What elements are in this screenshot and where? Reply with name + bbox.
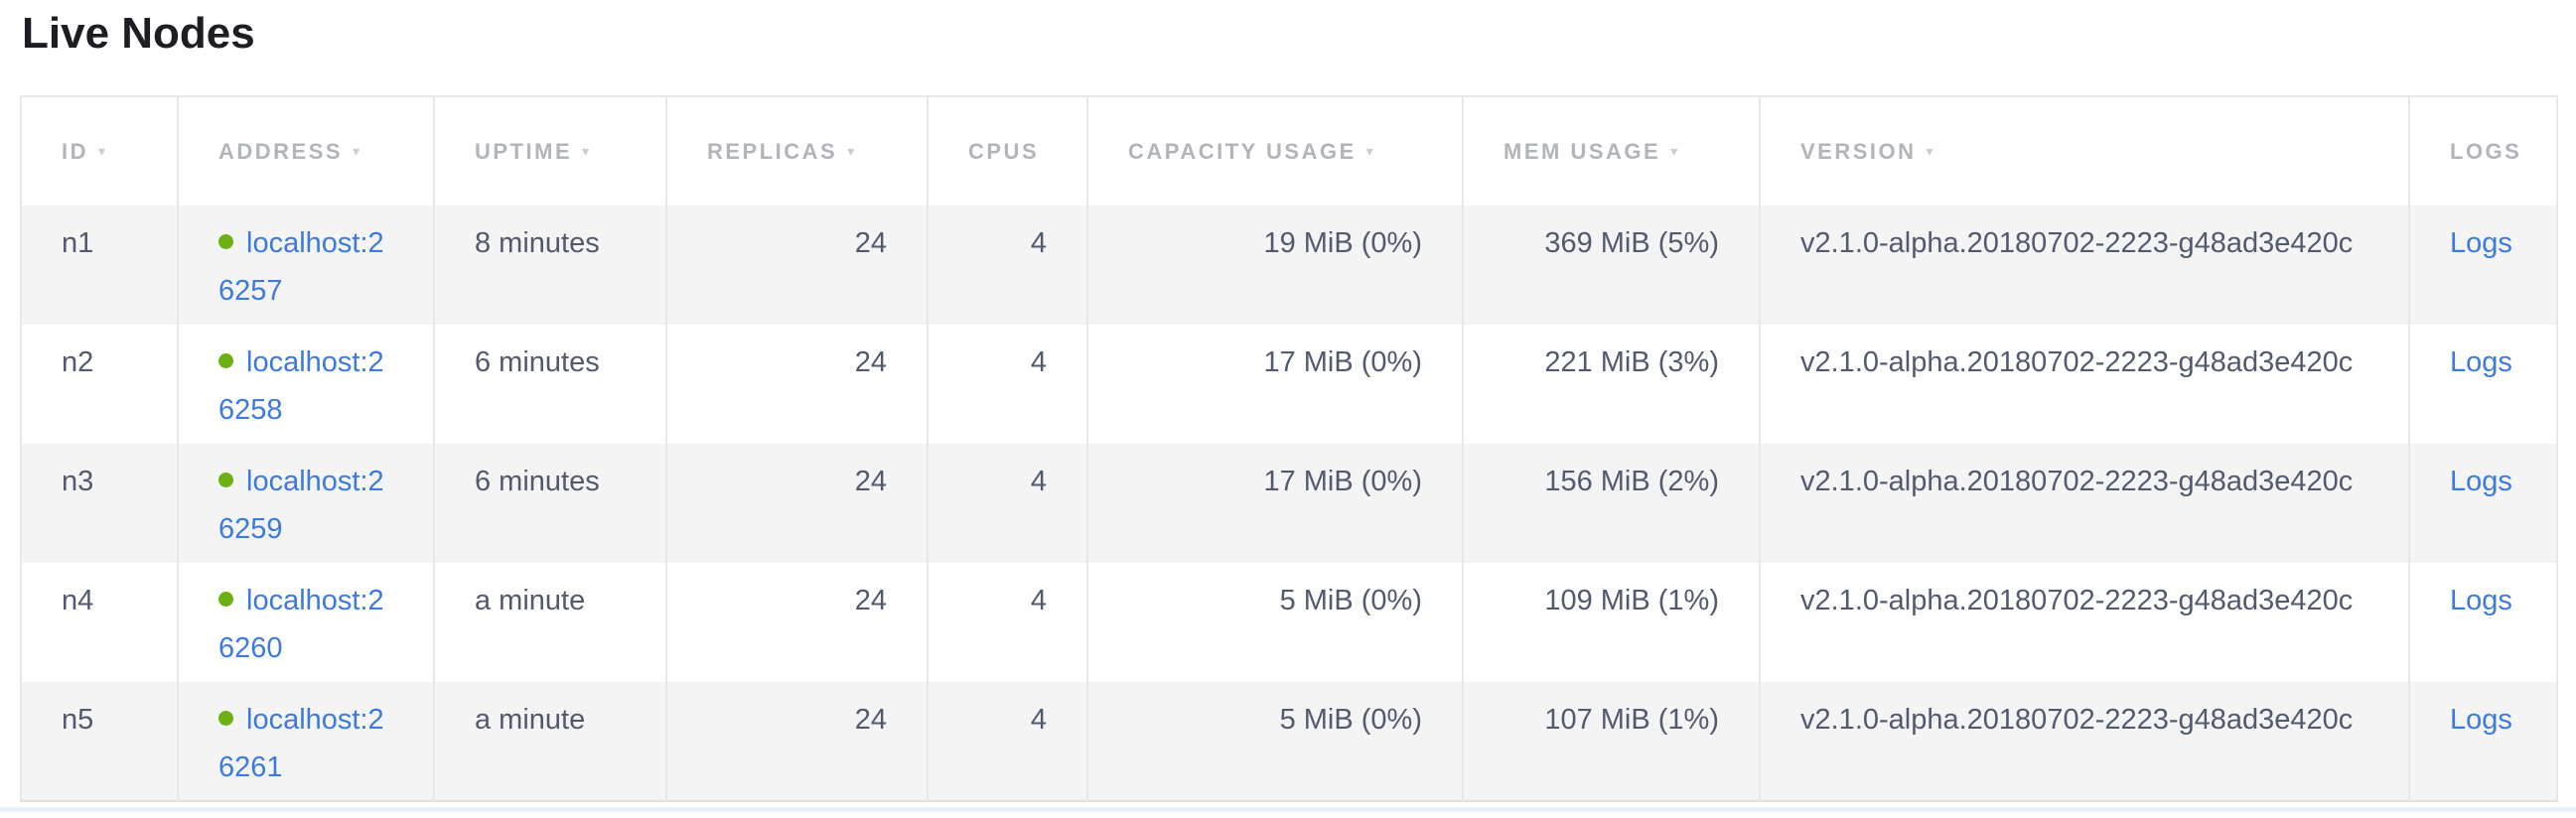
cell-capacity: 17 MiB (0%) [1087, 444, 1463, 563]
cell-mem: 221 MiB (3%) [1463, 325, 1760, 444]
sort-desc-icon: ▾ [847, 143, 857, 159]
column-header-capacity[interactable]: CAPACITY USAGE ▾ [1087, 96, 1463, 205]
cell-id: n3 [21, 444, 178, 563]
healthy-status-icon [218, 473, 233, 487]
sort-desc-icon: ▾ [1366, 143, 1376, 159]
healthy-status-icon [218, 353, 233, 368]
cell-address: localhost:26258 [178, 325, 434, 444]
table-header: ID ▾ ADDRESS ▾ UPTIME ▾ REPLICAS ▾ CPUS CAPACITY … [21, 96, 2557, 205]
cell-replicas: 24 [666, 444, 928, 563]
cell-replicas: 24 [666, 325, 928, 444]
cell-replicas: 24 [666, 682, 928, 801]
node-address-link[interactable]: localhost:26258 [218, 346, 384, 426]
cell-mem: 156 MiB (2%) [1463, 444, 1760, 563]
bottom-divider [0, 807, 2576, 812]
logs-link[interactable]: Logs [2450, 227, 2512, 259]
cell-uptime: a minute [434, 563, 666, 682]
column-header-label: UPTIME [475, 139, 572, 164]
healthy-status-icon [218, 234, 233, 249]
column-header-label: LOGS [2450, 139, 2521, 164]
column-header-replicas[interactable]: REPLICAS ▾ [666, 96, 928, 205]
healthy-status-icon [218, 711, 233, 726]
cell-mem: 369 MiB (5%) [1463, 205, 1760, 325]
sort-desc-icon: ▾ [1670, 143, 1680, 159]
logs-link[interactable]: Logs [2450, 585, 2512, 616]
cell-replicas: 24 [666, 563, 928, 682]
cell-address: localhost:26260 [178, 563, 434, 682]
cell-cpus: 4 [928, 444, 1087, 563]
cell-version: v2.1.0-alpha.20180702-2223-g48ad3e420c [1760, 444, 2409, 563]
cell-mem: 107 MiB (1%) [1463, 682, 1760, 801]
cell-cpus: 4 [928, 682, 1087, 801]
cell-logs: Logs [2409, 205, 2557, 325]
column-header-label: CAPACITY USAGE [1128, 139, 1357, 164]
column-header-address[interactable]: ADDRESS ▾ [178, 96, 434, 205]
cell-id: n2 [21, 325, 178, 444]
column-header-label: VERSION [1800, 139, 1917, 164]
cell-mem: 109 MiB (1%) [1463, 563, 1760, 682]
cell-id: n4 [21, 563, 178, 682]
logs-link[interactable]: Logs [2450, 704, 2512, 736]
cell-version: v2.1.0-alpha.20180702-2223-g48ad3e420c [1760, 682, 2409, 801]
live-nodes-page: Live Nodes ID ▾ ADDRESS ▾ UPTIME ▾ REPLICAS ▾ CP… [0, 6, 2576, 802]
cell-address: localhost:26259 [178, 444, 434, 563]
column-header-logs: LOGS [2409, 96, 2557, 205]
cell-version: v2.1.0-alpha.20180702-2223-g48ad3e420c [1760, 325, 2409, 444]
column-header-id[interactable]: ID ▾ [21, 96, 178, 205]
node-address-link[interactable]: localhost:26259 [218, 466, 384, 545]
column-header-label: REPLICAS [707, 139, 837, 164]
cell-cpus: 4 [928, 563, 1087, 682]
column-header-version[interactable]: VERSION ▾ [1760, 96, 2409, 205]
node-address-link[interactable]: localhost:26257 [218, 227, 384, 307]
cell-cpus: 4 [928, 325, 1087, 444]
column-header-label: ADDRESS [218, 139, 343, 164]
cell-uptime: 6 minutes [434, 444, 666, 563]
page-title: Live Nodes [22, 6, 2576, 62]
cell-id: n1 [21, 205, 178, 325]
sort-desc-icon: ▾ [98, 143, 108, 159]
cell-logs: Logs [2409, 563, 2557, 682]
cell-capacity: 17 MiB (0%) [1087, 325, 1463, 444]
cell-address: localhost:26261 [178, 682, 434, 801]
cell-uptime: a minute [434, 682, 666, 801]
column-header-label: ID [62, 139, 88, 164]
sort-desc-icon: ▾ [582, 143, 592, 159]
column-header-label: MEM USAGE [1503, 139, 1660, 164]
sort-desc-icon: ▾ [1927, 143, 1936, 159]
healthy-status-icon [218, 592, 233, 607]
table-header-row: ID ▾ ADDRESS ▾ UPTIME ▾ REPLICAS ▾ CPUS CAPACITY … [21, 96, 2557, 205]
column-header-cpus: CPUS [928, 96, 1087, 205]
cell-version: v2.1.0-alpha.20180702-2223-g48ad3e420c [1760, 205, 2409, 325]
sort-desc-icon: ▾ [353, 143, 362, 159]
cell-version: v2.1.0-alpha.20180702-2223-g48ad3e420c [1760, 563, 2409, 682]
column-header-uptime[interactable]: UPTIME ▾ [434, 96, 666, 205]
live-nodes-table: ID ▾ ADDRESS ▾ UPTIME ▾ REPLICAS ▾ CPUS CAPACITY … [20, 95, 2558, 802]
column-header-label: CPUS [968, 139, 1039, 164]
cell-cpus: 4 [928, 205, 1087, 325]
cell-uptime: 6 minutes [434, 325, 666, 444]
logs-link[interactable]: Logs [2450, 346, 2512, 378]
cell-address: localhost:26257 [178, 205, 434, 325]
column-header-mem[interactable]: MEM USAGE ▾ [1463, 96, 1760, 205]
cell-logs: Logs [2409, 444, 2557, 563]
cell-logs: Logs [2409, 325, 2557, 444]
cell-capacity: 19 MiB (0%) [1087, 205, 1463, 325]
node-address-link[interactable]: localhost:26260 [218, 585, 384, 664]
node-address-link[interactable]: localhost:26261 [218, 704, 384, 783]
cell-capacity: 5 MiB (0%) [1087, 563, 1463, 682]
cell-capacity: 5 MiB (0%) [1087, 682, 1463, 801]
cell-uptime: 8 minutes [434, 205, 666, 325]
logs-link[interactable]: Logs [2450, 466, 2512, 497]
cell-logs: Logs [2409, 682, 2557, 801]
cell-id: n5 [21, 682, 178, 801]
cell-replicas: 24 [666, 205, 928, 325]
